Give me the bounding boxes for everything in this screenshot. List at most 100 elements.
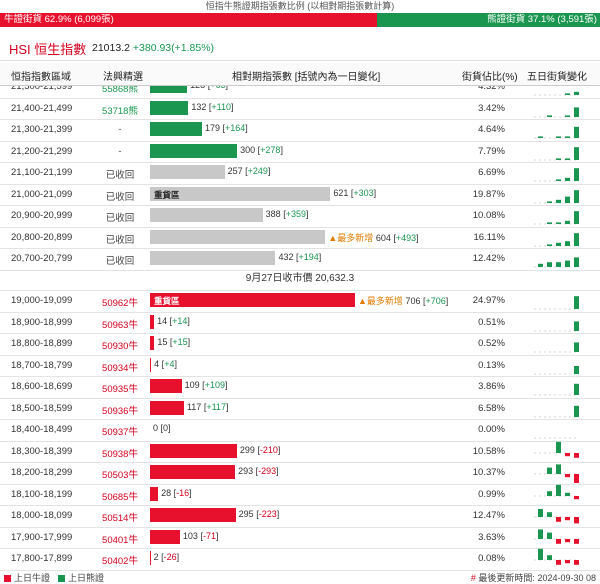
product-code[interactable]: 50936牛: [102, 405, 138, 417]
share-percent: 0.52%: [478, 338, 505, 349]
spark-bar: [538, 528, 543, 539]
contracts-label: 4 [+4]: [154, 358, 177, 369]
share-percent: 12.42%: [472, 253, 505, 264]
page-caption: 恒指牛熊證期指張數比例 (以相對期指張數計算): [205, 1, 395, 11]
daily-change: +14: [172, 315, 188, 326]
legend-bull: 上日牛證: [4, 571, 50, 584]
spark-bar: [556, 157, 561, 160]
contracts-bar-area: 388 [+359]: [150, 208, 450, 222]
five-day-sparkline: [534, 383, 579, 396]
product-code[interactable]: 50934牛: [102, 362, 138, 374]
daily-change: +278: [260, 144, 281, 155]
daily-change: -16: [176, 487, 190, 498]
contracts-bar: [150, 486, 159, 501]
product-code[interactable]: 50503牛: [102, 470, 138, 481]
share-percent: 0.00%: [478, 424, 505, 435]
range-label: 18,500-18,599: [11, 402, 73, 414]
product-code[interactable]: 50514牛: [102, 513, 138, 524]
spark-bar: [574, 365, 579, 374]
spark-bar: [556, 136, 561, 138]
contracts-bar-area: 28 [-16]: [150, 486, 450, 501]
daily-change: -293: [258, 466, 277, 476]
spark-bar: [547, 512, 552, 517]
spark-bar: [574, 320, 579, 331]
product-code[interactable]: 50402牛: [102, 556, 138, 567]
spark-bar: [556, 222, 561, 224]
contracts-label: 388 [+359]: [265, 209, 309, 219]
bull-row: 18,500-18,599 50936牛 117 [+117] 6.58%: [0, 398, 600, 420]
contracts-label: 109 [+109]: [184, 380, 228, 390]
share-percent: 10.58%: [472, 445, 505, 457]
spark-bar: [565, 538, 570, 542]
last-updated: # 最後更新時間: 2024-09-30 08: [470, 573, 596, 583]
heavy-zone-label: 重貨區: [154, 296, 180, 306]
range-label: 17,900-17,999: [11, 531, 73, 543]
product-code[interactable]: 50935牛: [102, 384, 138, 395]
five-day-sparkline: [534, 548, 579, 565]
daily-change: +109: [204, 380, 225, 390]
contracts-label: 15 [+15]: [157, 337, 191, 347]
daily-change: -210: [259, 444, 278, 455]
col-contracts: 相對期指張數 [括號內為一日變化]: [232, 72, 381, 83]
product-code[interactable]: 53718熊: [102, 105, 138, 117]
spark-bar: [556, 179, 561, 181]
contracts-count: 295: [238, 509, 254, 519]
spark-bar: [538, 263, 543, 267]
product-code[interactable]: 50930牛: [102, 341, 138, 352]
product-code[interactable]: 50962牛: [102, 298, 138, 309]
hash-icon: #: [470, 573, 476, 583]
contracts-count: 28: [161, 487, 172, 498]
contracts-bar-area: 0 [0]: [150, 422, 450, 436]
contracts-count: 706: [405, 296, 421, 306]
range-label: 18,700-18,799: [11, 359, 73, 371]
spark-bar: [574, 106, 579, 117]
spark-bar: [547, 200, 552, 203]
contracts-label: ▲最多新增 706 [+706]: [358, 296, 449, 306]
contracts-count: 604: [375, 232, 391, 243]
spark-bar: [556, 262, 561, 267]
contracts-bar-area: 300 [+278]: [150, 143, 450, 158]
contracts-bar-area: 179 [+164]: [150, 122, 450, 136]
range-label: 21,000-21,099: [11, 188, 73, 200]
spark-bar: [565, 136, 570, 138]
bear-row: 21,100-21,199 已收回 257 [+249] 6.69%: [0, 162, 600, 185]
product-code[interactable]: 50938牛: [102, 448, 138, 460]
contracts-bar: [150, 465, 236, 479]
share-percent: 24.97%: [472, 295, 505, 306]
spark-bar: [574, 91, 579, 95]
five-day-sparkline: [534, 168, 579, 182]
spark-bar: [574, 296, 579, 309]
product-code[interactable]: 55868熊: [102, 84, 138, 95]
product-code[interactable]: 50685牛: [102, 491, 138, 503]
bear-row: 21,200-21,299 - 300 [+278] 7.79%: [0, 141, 600, 163]
spark-bar: [556, 441, 561, 453]
range-label: 20,900-20,999: [11, 210, 73, 221]
five-day-sparkline: [534, 365, 579, 374]
five-day-sparkline: [534, 464, 579, 483]
product-code[interactable]: 50401牛: [102, 534, 138, 546]
bull-row: 18,300-18,399 50938牛 299 [-210] 10.58%: [0, 441, 600, 463]
contracts-bar: [150, 529, 180, 544]
daily-change: +359: [285, 209, 306, 219]
spark-bar: [574, 168, 579, 181]
contracts-bar-area: 4 [+4]: [150, 357, 450, 372]
daily-change: 0: [163, 423, 169, 433]
share-percent: 7.79%: [478, 145, 505, 157]
contracts-label: 117 [+117]: [186, 401, 229, 412]
spark-bar: [547, 555, 552, 560]
spark-bar: [574, 452, 579, 458]
spark-bar: [574, 517, 579, 524]
contracts-label: 432 [+194]: [278, 252, 322, 262]
range-label: 20,700-20,799: [11, 253, 73, 264]
share-percent: 4.32%: [478, 81, 505, 92]
bull-row: 18,800-18,899 50930牛 15 [+15] 0.52%: [0, 333, 600, 356]
daily-change: +110: [211, 101, 231, 112]
share-percent: 6.69%: [478, 167, 505, 178]
product-code[interactable]: 50937牛: [102, 427, 138, 438]
contracts-label: 0 [0]: [153, 423, 171, 433]
contracts-bar-area: ▲最多新增 604 [+493]: [150, 229, 450, 244]
bear-row: 20,900-20,999 已收回 388 [+359] 10.08%: [0, 205, 600, 228]
range-label: 21,200-21,299: [11, 145, 73, 157]
contracts-bar: [150, 508, 236, 522]
product-code[interactable]: 50963牛: [102, 319, 138, 331]
